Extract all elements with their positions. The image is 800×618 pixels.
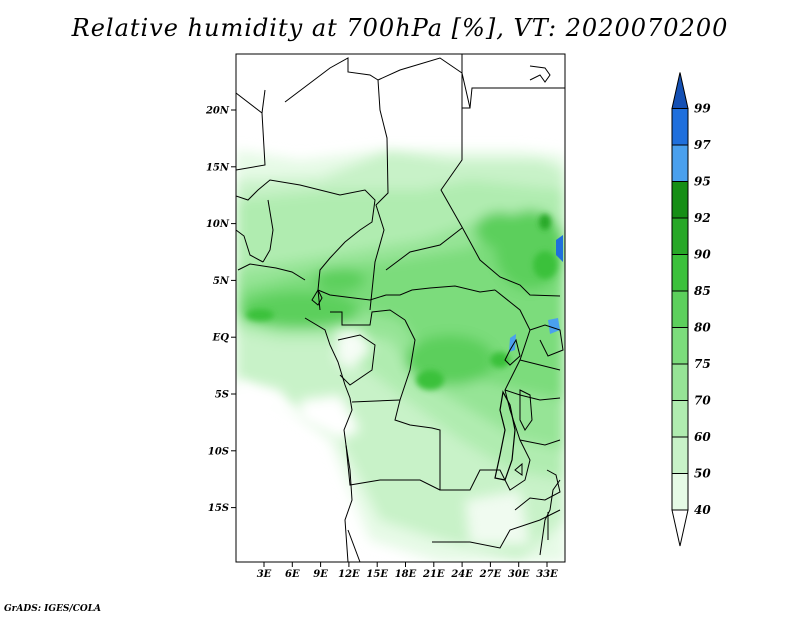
colorbar-label: 90 bbox=[694, 248, 711, 262]
colorbar-segment bbox=[671, 473, 689, 511]
country-borders bbox=[236, 54, 565, 562]
map-frame bbox=[235, 53, 566, 563]
colorbar-segment bbox=[671, 217, 689, 255]
colorbar-label: 99 bbox=[694, 102, 711, 116]
colorbar-segment bbox=[671, 400, 689, 438]
lon-tick-label: 15E bbox=[366, 569, 388, 580]
colorbar-label: 50 bbox=[694, 467, 711, 481]
lat-tick-label: 10N bbox=[206, 219, 230, 230]
lon-tick-label: 30E bbox=[508, 569, 530, 580]
colorbar-label: 80 bbox=[694, 321, 711, 335]
lon-tick-label: 24E bbox=[450, 569, 473, 580]
lat-tick-label: 15N bbox=[206, 162, 230, 173]
lon-tick-label: 9E bbox=[313, 569, 328, 580]
colorbar-segment bbox=[671, 254, 689, 292]
lon-tick-label: 27E bbox=[479, 569, 502, 580]
colorbar-segment bbox=[671, 436, 689, 474]
colorbar-label: 40 bbox=[694, 503, 711, 517]
colorbar-segment bbox=[671, 108, 689, 146]
humidity-field bbox=[236, 54, 565, 562]
footer-credit: GrADS: IGES/COLA bbox=[4, 604, 102, 614]
lat-tick-label: EQ bbox=[212, 333, 230, 344]
lon-tick-label: 3E bbox=[257, 569, 272, 580]
longitude-axis: 3E 6E 9E 12E 15E 18E 21E 24E 27E 30E 33E bbox=[257, 562, 558, 580]
lat-tick-label: 5S bbox=[215, 390, 229, 401]
lon-tick-label: 21E bbox=[422, 569, 445, 580]
lon-tick-label: 12E bbox=[338, 569, 360, 580]
coastline bbox=[304, 65, 561, 562]
colorbar-label: 92 bbox=[694, 211, 711, 225]
colorbar-label: 70 bbox=[694, 394, 711, 408]
colorbar-upper-arrow bbox=[671, 72, 689, 109]
lat-tick-label: 10S bbox=[208, 446, 229, 457]
lon-tick-label: 33E bbox=[536, 569, 558, 580]
colorbar-segment bbox=[671, 363, 689, 401]
colorbar-segment bbox=[671, 327, 689, 365]
colorbar: 40 50 60 70 75 80 85 90 92 95 97 99 bbox=[671, 72, 711, 547]
colorbar-label: 75 bbox=[694, 357, 711, 371]
colorbar-segment bbox=[671, 181, 689, 219]
colorbar-label: 95 bbox=[694, 175, 711, 189]
lat-tick-label: 15S bbox=[208, 503, 229, 514]
colorbar-label: 60 bbox=[694, 430, 711, 444]
lat-tick-label: 5N bbox=[213, 276, 230, 287]
colorbar-segment bbox=[671, 290, 689, 328]
colorbar-label: 85 bbox=[694, 284, 711, 298]
lon-tick-label: 18E bbox=[395, 569, 417, 580]
map-title: Relative humidity at 700hPa [%], VT: 202… bbox=[71, 14, 729, 42]
latitude-axis: 20N 15N 10N 5N EQ 5S 10S 15S bbox=[205, 106, 236, 514]
colorbar-segment bbox=[671, 144, 689, 182]
colorbar-lower-arrow bbox=[671, 509, 689, 547]
colorbar-label: 97 bbox=[694, 138, 711, 152]
lon-tick-label: 6E bbox=[285, 569, 300, 580]
lat-tick-label: 20N bbox=[205, 106, 230, 117]
